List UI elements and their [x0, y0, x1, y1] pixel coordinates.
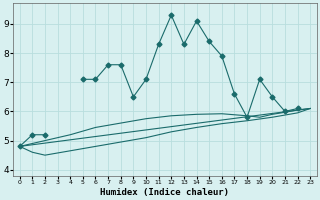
X-axis label: Humidex (Indice chaleur): Humidex (Indice chaleur) [100, 188, 229, 197]
